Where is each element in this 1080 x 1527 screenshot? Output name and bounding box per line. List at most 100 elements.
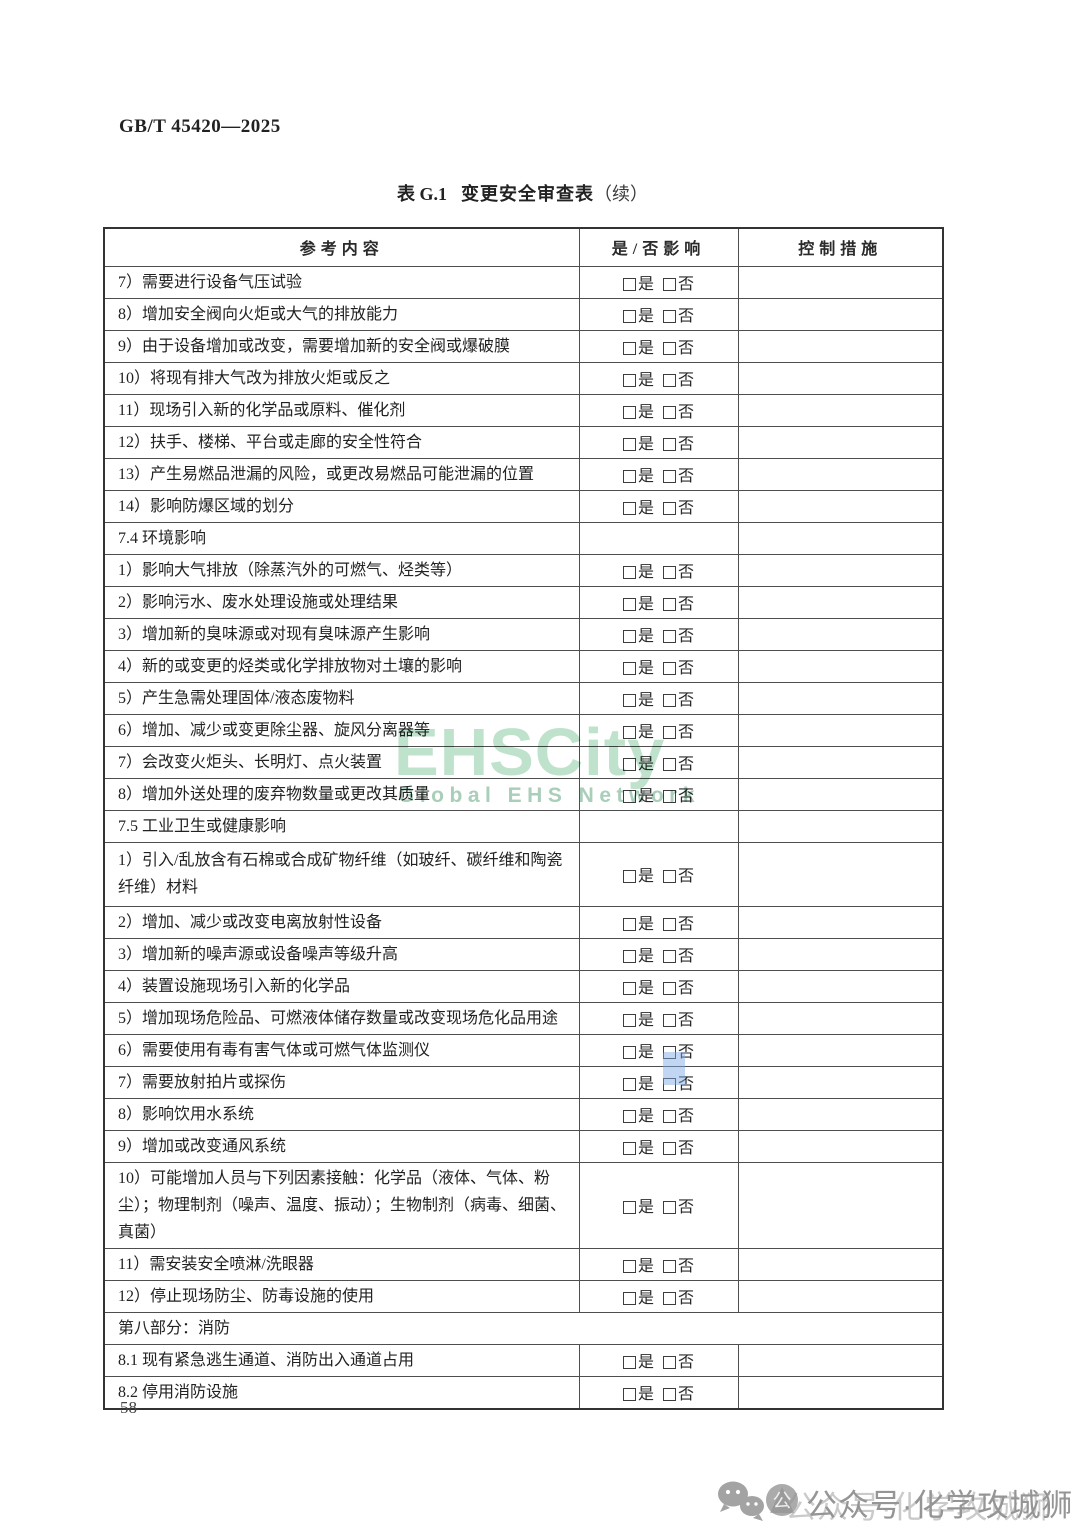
checkbox-yes-box: [622, 1110, 636, 1123]
checkbox-yes: 是: [622, 1252, 654, 1276]
table-row: 14）影响防爆区域的划分是否: [103, 489, 944, 523]
control-measures-cell: [737, 585, 944, 619]
checkbox-yes: 是: [622, 558, 654, 582]
checkbox-yes: 是: [622, 270, 654, 294]
control-measures-cell: [737, 265, 944, 299]
checkbox-no-label: 否: [678, 788, 695, 805]
checkbox-no-box: [663, 598, 676, 611]
row-label-cell: 9）由于设备增加或改变，需要增加新的安全阀或爆破膜: [103, 329, 580, 363]
checkbox-no: 否: [663, 430, 694, 454]
checkbox-yes-box: [622, 1201, 636, 1214]
checkbox-yes-box: [622, 1260, 636, 1273]
table-row: 1）影响大气排放（除蒸汽外的可燃气、烃类等）是否: [103, 553, 944, 587]
row-label-cell: 8.2 停用消防设施: [103, 1375, 580, 1409]
control-measures-cell: [737, 1001, 944, 1035]
checkbox-no: 否: [663, 862, 694, 886]
checkbox-no-label: 否: [678, 1140, 695, 1157]
table-row: 8）影响饮用水系统是否: [103, 1097, 944, 1131]
checkbox-yes: 是: [622, 1193, 654, 1217]
row-label-cell: 8）影响饮用水系统: [103, 1097, 580, 1131]
table-row: 6）需要使用有毒有害气体或可燃气体监测仪是否: [103, 1033, 944, 1067]
control-measures-cell: [737, 841, 944, 907]
impact-cell: 是否: [578, 553, 739, 587]
footer-watermark: 公 公众号·化学攻城狮 公众号·化学攻城狮: [716, 1478, 1073, 1526]
impact-cell: 是否: [578, 1343, 739, 1377]
table-row: 6）增加、减少或变更除尘器、旋风分离器等是否: [103, 713, 944, 747]
checkbox-no: 否: [663, 1348, 694, 1372]
impact-cell: 是否: [578, 937, 739, 971]
checkbox-no-label: 否: [678, 948, 695, 965]
checkbox-no-label: 否: [678, 692, 695, 709]
checkbox-no-box: [663, 470, 676, 483]
checkbox-no-label: 否: [678, 276, 695, 293]
impact-cell: [578, 809, 739, 843]
row-label-cell: 1）引入/乱放含有石棉或合成矿物纤维（如玻纤、碳纤维和陶瓷纤维）材料: [103, 841, 580, 907]
control-measures-cell: [737, 937, 944, 971]
table-row: 4）装置设施现场引入新的化学品是否: [103, 969, 944, 1003]
checkbox-no-box: [663, 1292, 676, 1305]
section-title-cell: 第八部分：消防: [103, 1311, 944, 1345]
header-row: 参考内容 是/否影响 控制措施: [103, 227, 944, 267]
checkbox-yes-box: [622, 342, 636, 355]
control-measures-cell: [737, 521, 944, 555]
impact-cell: 是否: [578, 617, 739, 651]
impact-cell: 是否: [578, 1129, 739, 1163]
checkbox-no-box: [663, 694, 676, 707]
checkbox-no-box: [663, 1260, 676, 1273]
svg-text:公: 公: [772, 1491, 791, 1512]
control-measures-cell: [737, 1279, 944, 1313]
row-label-cell: 7）需要放射拍片或探伤: [103, 1065, 580, 1099]
control-measures-cell: [737, 1129, 944, 1163]
checkbox-no-box: [663, 790, 676, 803]
checkbox-yes-label: 是: [637, 340, 654, 357]
review-table-header: 参考内容 是/否影响 控制措施: [103, 227, 944, 267]
table-row: 12）停止现场防尘、防毒设施的使用是否: [103, 1279, 944, 1313]
control-measures-cell: [737, 1065, 944, 1099]
impact-cell: 是否: [578, 1161, 739, 1249]
checkbox-yes-box: [622, 1078, 636, 1091]
checkbox-no-box: [663, 1046, 676, 1059]
row-label-cell: 11）需安装安全喷淋/洗眼器: [103, 1247, 580, 1281]
checkbox-no-label: 否: [678, 1044, 695, 1061]
table-row: 5）增加现场危险品、可燃液体储存数量或改变现场危化品用途是否: [103, 1001, 944, 1035]
control-measures-cell: [737, 969, 944, 1003]
impact-cell: 是否: [578, 1279, 739, 1313]
table-title-main: 变更安全审查表: [461, 184, 594, 204]
table-row: 8）增加外送处理的废弃物数量或更改其质量是否: [103, 777, 944, 811]
checkbox-yes: 是: [622, 1380, 654, 1404]
row-label-cell: 8.1 现有紧急逃生通道、消防出入通道占用: [103, 1343, 580, 1377]
checkbox-no-box: [663, 630, 676, 643]
checkbox-yes-box: [622, 918, 636, 931]
checkbox-yes-box: [622, 662, 636, 675]
impact-cell: 是否: [578, 1001, 739, 1035]
checkbox-yes-label: 是: [637, 308, 654, 325]
checkbox-no-box: [663, 566, 676, 579]
checkbox-no-box: [663, 950, 676, 963]
page-number: 58: [120, 1398, 137, 1417]
checkbox-yes-label: 是: [637, 1354, 654, 1371]
checkbox-yes-label: 是: [637, 436, 654, 453]
checkbox-yes-label: 是: [637, 628, 654, 645]
checkbox-no: 否: [663, 1252, 694, 1276]
row-label-cell: 12）停止现场防尘、防毒设施的使用: [103, 1279, 580, 1313]
table-row: 2）增加、减少或改变电离放射性设备是否: [103, 905, 944, 939]
table-row: 4）新的或变更的烃类或化学排放物对土壤的影响是否: [103, 649, 944, 683]
checkbox-yes-box: [622, 438, 636, 451]
checkbox-no-label: 否: [678, 916, 695, 933]
impact-cell: 是否: [578, 1065, 739, 1099]
checkbox-no: 否: [663, 334, 694, 358]
checkbox-no-label: 否: [678, 660, 695, 677]
impact-cell: 是否: [578, 457, 739, 491]
table-row: 10）将现有排大气改为排放火炬或反之是否: [103, 361, 944, 395]
checkbox-no: 否: [663, 270, 694, 294]
control-measures-cell: [737, 393, 944, 427]
control-measures-cell: [737, 425, 944, 459]
control-measures-cell: [737, 329, 944, 363]
checkbox-no: 否: [663, 654, 694, 678]
checkbox-no-label: 否: [678, 436, 695, 453]
checkbox-no-box: [663, 1201, 676, 1214]
checkbox-yes: 是: [622, 590, 654, 614]
impact-cell: 是否: [578, 841, 739, 907]
checkbox-yes-label: 是: [637, 1199, 654, 1216]
impact-cell: 是否: [578, 649, 739, 683]
